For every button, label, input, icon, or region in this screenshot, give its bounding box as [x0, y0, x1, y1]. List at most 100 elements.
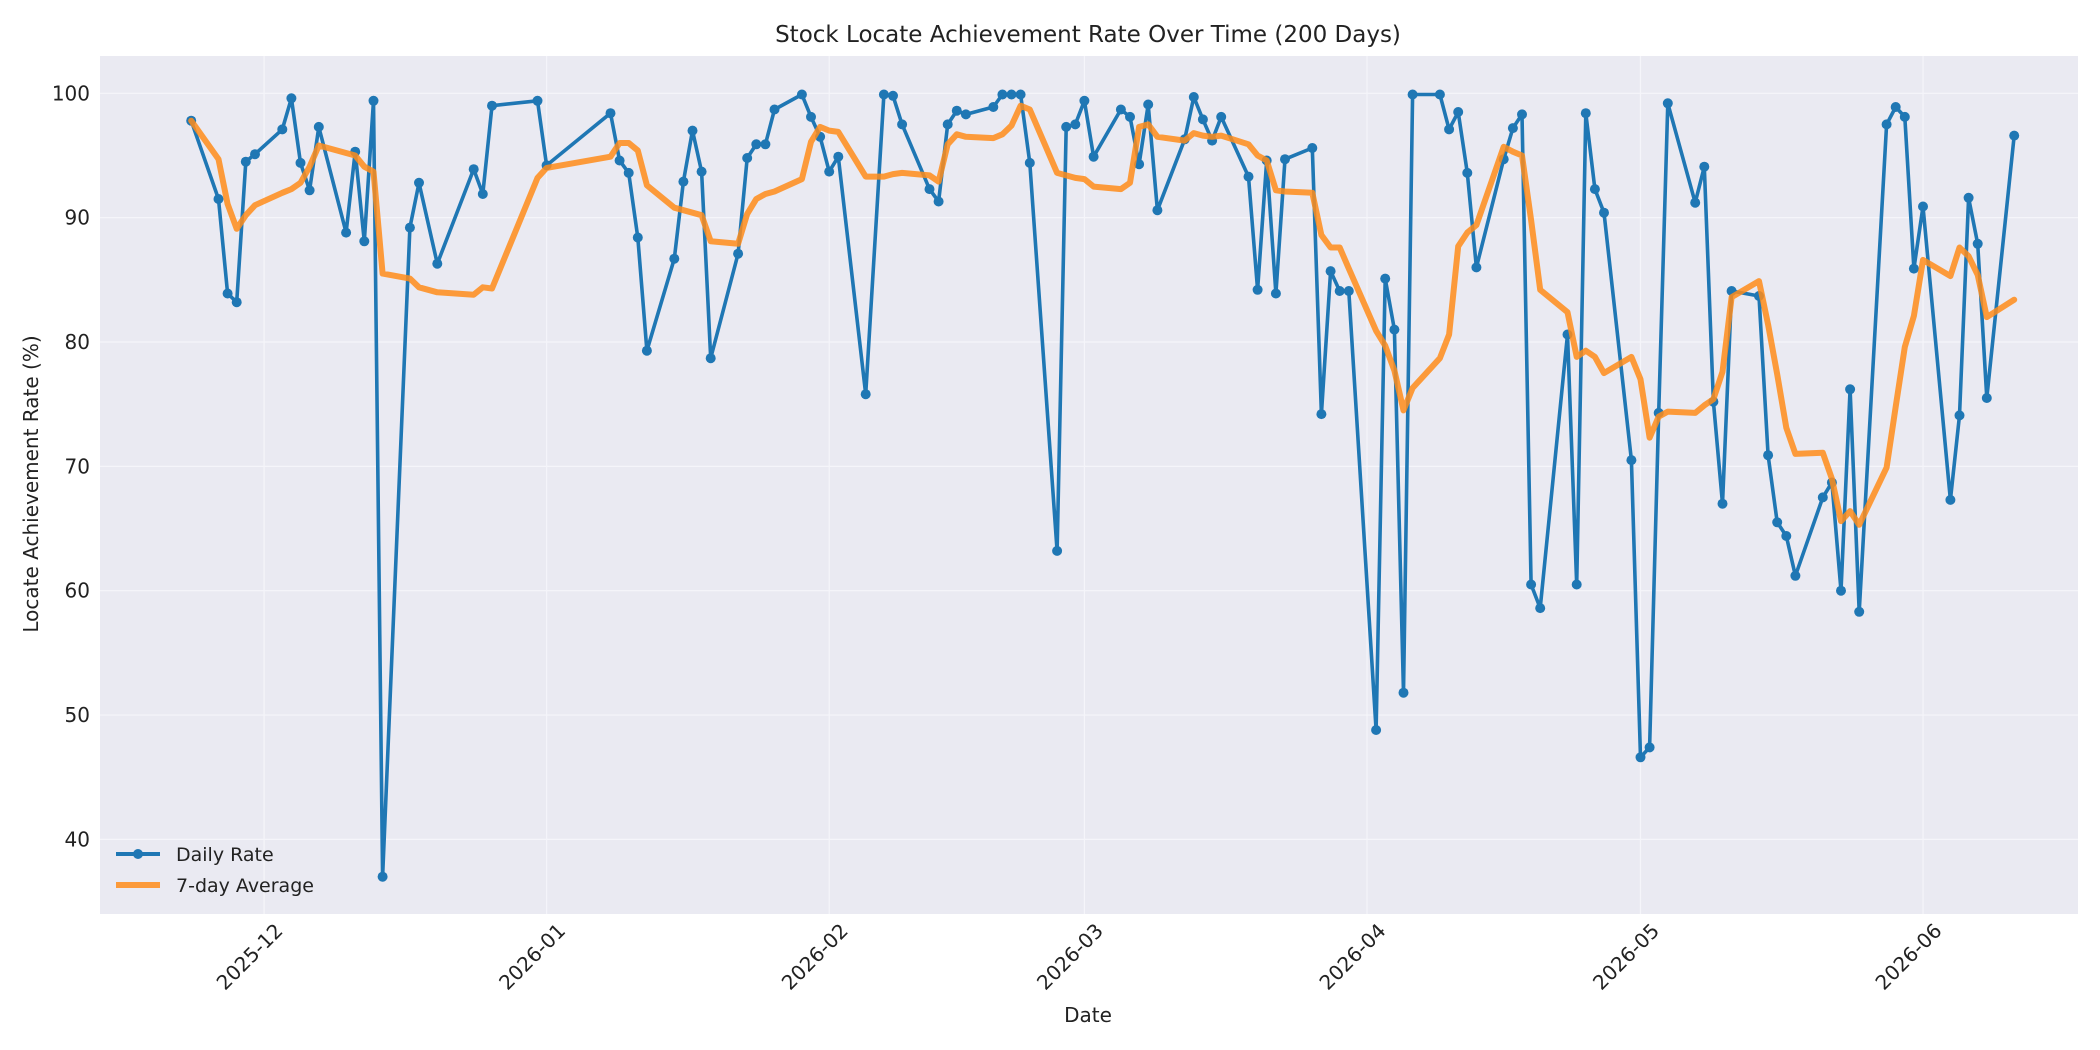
daily-rate-point: [368, 95, 379, 106]
daily-rate-point: [1817, 492, 1828, 503]
daily-rate-point: [1280, 154, 1290, 165]
daily-rate-point: [1334, 286, 1345, 296]
daily-rate-point: [878, 89, 889, 100]
daily-rate-point: [632, 232, 643, 243]
daily-rate-point: [1535, 603, 1546, 614]
daily-rate-point: [942, 119, 953, 130]
daily-rate-point: [888, 90, 898, 101]
series-line-7-day-average: [188, 102, 2018, 528]
daily-rate-point: [1690, 197, 1701, 208]
series-line-daily-rate: [189, 92, 2016, 879]
daily-rate-point: [1307, 143, 1318, 153]
daily-rate-point: [796, 89, 807, 100]
daily-rate-point: [1380, 273, 1391, 284]
daily-rate-point: [1517, 109, 1527, 120]
daily-rate-point: [933, 196, 944, 207]
daily-rate-point: [1088, 151, 1099, 162]
daily-rate-point: [1717, 498, 1728, 509]
daily-rate-point: [222, 288, 233, 299]
y-axis-ticks: 40 50 60 70 80 90 100: [52, 81, 90, 851]
daily-rate-point: [404, 222, 415, 233]
daily-rate-point: [1125, 111, 1135, 122]
daily-rate-point: [1881, 119, 1892, 130]
daily-rate-point: [277, 124, 288, 135]
daily-rate-point: [1699, 161, 1710, 172]
daily-rate-point: [1836, 585, 1846, 596]
daily-rate-point: [1188, 92, 1199, 102]
daily-rate-point: [605, 108, 616, 119]
daily-rate-point: [1389, 324, 1400, 335]
daily-rate-point: [769, 104, 780, 115]
daily-rate-point: [250, 149, 260, 160]
daily-rate-point: [824, 166, 835, 177]
daily-rate-point: [1854, 606, 1865, 617]
daily-rate-point: [240, 156, 251, 167]
daily-rate-point: [1252, 284, 1263, 295]
daily-rate-point: [924, 184, 935, 195]
daily-rate-point: [1270, 288, 1281, 299]
daily-rate-point: [623, 167, 634, 178]
legend-label-daily-rate: Daily Rate: [176, 844, 274, 866]
x-tick-label: 2026-04: [1314, 919, 1390, 995]
daily-rate-point: [678, 176, 689, 187]
plot-background: [100, 56, 2078, 914]
daily-rate-point: [760, 139, 771, 150]
y-tick-label: 40: [65, 827, 90, 851]
daily-rate-point: [432, 258, 443, 269]
daily-rate-point: [897, 119, 908, 130]
daily-rate-point: [1972, 238, 1983, 249]
daily-rate-point: [1526, 579, 1537, 590]
daily-rate-point: [532, 95, 543, 106]
y-tick-label: 100: [52, 81, 90, 105]
daily-rate-point: [1899, 111, 1910, 122]
daily-rate-point: [1772, 517, 1783, 528]
daily-rate-point: [1635, 752, 1646, 763]
daily-rate-point: [1580, 108, 1591, 119]
daily-rate-point: [414, 177, 424, 188]
legend-marker-daily-rate: [133, 849, 143, 859]
y-axis-label: Locate Achievement Rate (%): [19, 335, 43, 632]
daily-rate-point: [313, 121, 324, 132]
daily-rate-point: [751, 139, 762, 150]
daily-rate-point: [304, 185, 315, 196]
daily-rate-point: [1197, 114, 1208, 125]
daily-rate-point: [1152, 205, 1163, 216]
daily-rate-point: [1070, 119, 1081, 130]
daily-rate-point: [1918, 201, 1928, 212]
legend: Daily Rate 7-day Average: [116, 844, 314, 897]
legend-label-7-day-average: 7-day Average: [176, 875, 314, 897]
daily-rate-point: [1890, 102, 1901, 112]
y-tick-label: 70: [65, 454, 90, 478]
daily-rate-point: [705, 353, 716, 364]
daily-rate-point: [1243, 171, 1254, 182]
daily-rate-point: [1507, 123, 1518, 134]
daily-rate-point: [1462, 167, 1473, 178]
daily-rate-point: [806, 111, 816, 122]
daily-rate-point: [1052, 545, 1063, 556]
daily-rate-point: [696, 166, 707, 177]
daily-rate-point: [1662, 98, 1673, 109]
daily-rate-point: [1471, 262, 1482, 273]
daily-rate-point: [1644, 742, 1655, 753]
daily-rate-point: [295, 157, 306, 168]
daily-rate-point: [1626, 455, 1637, 466]
daily-rate-point: [833, 151, 844, 162]
y-tick-label: 50: [65, 703, 90, 727]
daily-rate-point: [1945, 494, 1956, 505]
x-tick-label: 2025-12: [212, 919, 288, 995]
daily-rate-point: [1115, 104, 1126, 115]
daily-rate-point: [213, 194, 224, 204]
daily-rate-point: [951, 105, 962, 116]
daily-rate-point: [341, 227, 352, 238]
daily-rate-point: [1024, 157, 1035, 168]
daily-rate-point: [641, 345, 652, 356]
x-tick-label: 2026-01: [494, 919, 570, 995]
daily-rate-point: [1444, 124, 1455, 135]
daily-rate-point: [1434, 89, 1445, 100]
daily-rate-point: [286, 93, 297, 104]
daily-rate-point: [1453, 107, 1464, 117]
daily-rate-point: [988, 102, 999, 112]
x-tick-label: 2026-02: [777, 919, 853, 995]
daily-rate-point: [1589, 184, 1600, 195]
daily-rate-point: [1079, 95, 1090, 106]
